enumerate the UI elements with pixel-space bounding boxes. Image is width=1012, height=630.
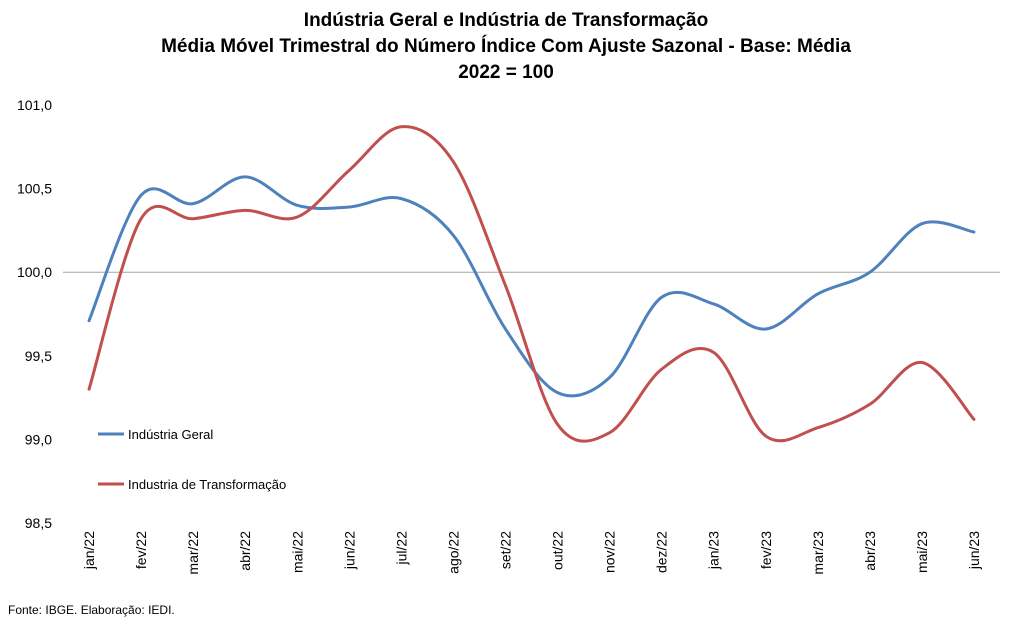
x-tick-label: dez/22	[654, 531, 670, 573]
series-line-2	[87, 125, 976, 443]
y-tick-label: 98,5	[25, 515, 52, 531]
y-tick-label: 100,0	[17, 264, 52, 280]
source-note: Fonte: IBGE. Elaboração: IEDI.	[8, 603, 175, 617]
series-line-1	[87, 175, 976, 398]
chart-title: Indústria Geral e Indústria de Transform…	[0, 8, 1012, 86]
x-tick-label: abr/22	[237, 531, 253, 571]
x-tick-label: mai/22	[289, 531, 305, 573]
y-tick-label: 101,0	[17, 97, 52, 113]
chart-title-line-3: 2022 = 100	[458, 62, 554, 83]
x-tick-label: jun/23	[966, 531, 982, 570]
legend-label-1: Indústria Geral	[128, 427, 213, 442]
x-tick-label: jan/22	[81, 531, 97, 570]
x-tick-label: jan/23	[706, 531, 722, 570]
x-tick-label: mar/22	[185, 531, 201, 575]
y-tick-label: 100,5	[17, 181, 52, 197]
x-tick-label: mar/23	[810, 531, 826, 575]
x-tick-label: set/22	[497, 531, 513, 569]
x-tick-label: jul/22	[393, 531, 409, 566]
x-tick-label: fev/22	[133, 531, 149, 569]
x-tick-label: fev/23	[758, 531, 774, 569]
y-tick-label: 99,5	[25, 348, 52, 364]
chart-plot-area: 98,5 99,0 99,5 100,0 100,5 101,0 jan/22 fev/22 m…	[17, 97, 1000, 575]
x-tick-label: abr/23	[862, 531, 878, 571]
x-tick-label: jun/22	[341, 531, 357, 570]
chart-title-line-2: Média Móvel Trimestral do Número Índice …	[161, 36, 851, 57]
legend-label-2: Industria de Transformação	[128, 477, 286, 492]
x-tick-label: ago/22	[445, 531, 461, 574]
y-tick-label: 99,0	[25, 431, 52, 447]
chart-title-line-1: Indústria Geral e Indústria de Transform…	[303, 10, 709, 31]
x-tick-label: nov/22	[602, 531, 618, 573]
x-tick-label: out/22	[550, 531, 566, 570]
x-tick-label: mai/23	[914, 531, 930, 573]
